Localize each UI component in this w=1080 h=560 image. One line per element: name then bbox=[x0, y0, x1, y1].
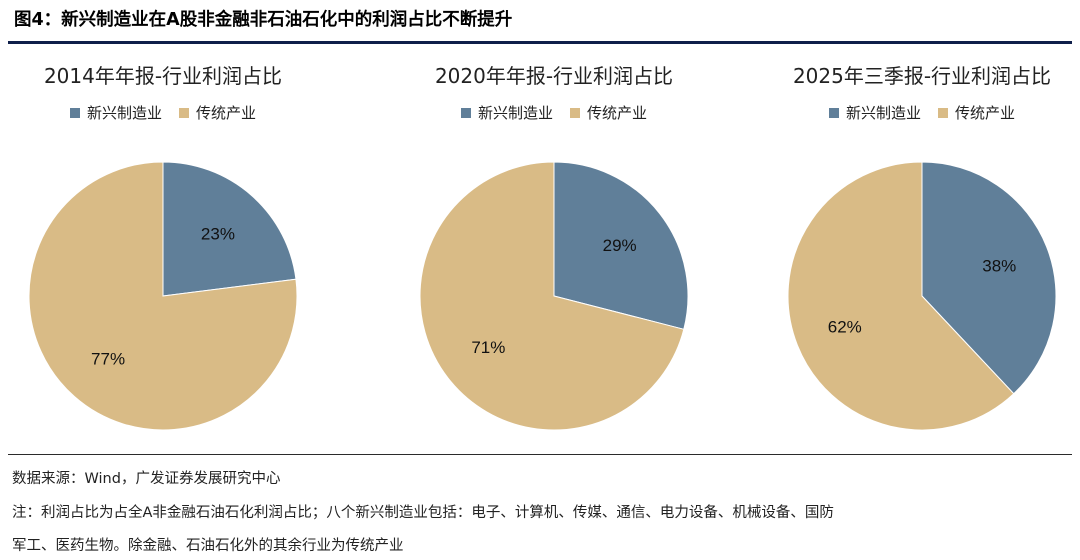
data-source: 数据来源：Wind，广发证券发展研究中心 bbox=[12, 471, 281, 487]
title-rule bbox=[8, 41, 1072, 44]
legend-item-traditional: 传统产业 bbox=[938, 102, 1015, 123]
legend-label-traditional: 传统产业 bbox=[587, 104, 648, 122]
legend-item-emerging: 新兴制造业 bbox=[828, 102, 921, 123]
legend-item-traditional: 传统产业 bbox=[179, 102, 256, 123]
chart-title-2025: 2025年三季报-行业利润占比 bbox=[792, 64, 1052, 88]
footnote-line-1: 注：利润占比为占全A非金融石油石化利润占比；八个新兴制造业包括：电子、计算机、传… bbox=[12, 505, 834, 521]
legend-swatch-traditional bbox=[938, 107, 949, 118]
legend-swatch-emerging bbox=[828, 107, 839, 118]
legend-swatch-emerging bbox=[69, 107, 80, 118]
legend-label-traditional: 传统产业 bbox=[196, 104, 257, 122]
legend-label-emerging: 新兴制造业 bbox=[845, 104, 921, 122]
legend-label-emerging: 新兴制造业 bbox=[86, 104, 162, 122]
footer-rule bbox=[8, 454, 1072, 455]
pie-svg-2025: 38% 62% bbox=[787, 161, 1057, 431]
pie-svg-2020: 29% 71% bbox=[419, 161, 689, 431]
legend-label-traditional: 传统产业 bbox=[955, 104, 1016, 122]
pie-slice-traditional bbox=[28, 161, 298, 431]
pie-slice-traditional bbox=[419, 161, 685, 431]
legend-swatch-traditional bbox=[179, 107, 190, 118]
pie-svg-2014: 23% 77% bbox=[28, 161, 298, 431]
pie-chart-2025: 38% 62% 2025年三季报-行业利润占比 新兴制造业 传统产业 bbox=[747, 50, 1080, 440]
legend-2025: 新兴制造业 传统产业 bbox=[747, 102, 1080, 123]
pie-slice-traditional bbox=[787, 161, 1015, 431]
pie-label-traditional: 77% bbox=[91, 349, 125, 368]
legend-swatch-traditional bbox=[570, 107, 581, 118]
pie-label-traditional: 71% bbox=[471, 338, 505, 357]
pie-slice-emerging bbox=[553, 161, 689, 330]
footnote-line-2: 军工、医药生物。除金融、石油石化外的其余行业为传统产业 bbox=[12, 538, 404, 554]
pie-label-emerging: 23% bbox=[201, 225, 235, 244]
pie-label-traditional: 62% bbox=[828, 318, 862, 337]
chart-title-2020: 2020年年报-行业利润占比 bbox=[434, 64, 674, 88]
figure-title: 图4：新兴制造业在A股非金融非石油石化中的利润占比不断提升 bbox=[14, 10, 513, 30]
legend-item-emerging: 新兴制造业 bbox=[460, 102, 553, 123]
legend-2014: 新兴制造业 传统产业 bbox=[0, 102, 338, 123]
legend-item-emerging: 新兴制造业 bbox=[69, 102, 162, 123]
pie-label-emerging: 29% bbox=[603, 236, 637, 255]
legend-swatch-emerging bbox=[460, 107, 471, 118]
chart-title-2014: 2014年年报-行业利润占比 bbox=[43, 64, 283, 88]
legend-2020: 新兴制造业 传统产业 bbox=[379, 102, 729, 123]
legend-item-traditional: 传统产业 bbox=[570, 102, 647, 123]
pie-chart-2020: 29% 71% 2020年年报-行业利润占比 新兴制造业 传统产业 bbox=[379, 50, 729, 440]
pie-label-emerging: 38% bbox=[982, 256, 1016, 275]
pie-slice-emerging bbox=[921, 161, 1057, 395]
pie-slice-emerging bbox=[162, 161, 297, 297]
pie-chart-2014: 23% 77% 2014年年报-行业利润占比 新兴制造业 传统产业 bbox=[0, 50, 338, 440]
legend-label-emerging: 新兴制造业 bbox=[477, 104, 553, 122]
